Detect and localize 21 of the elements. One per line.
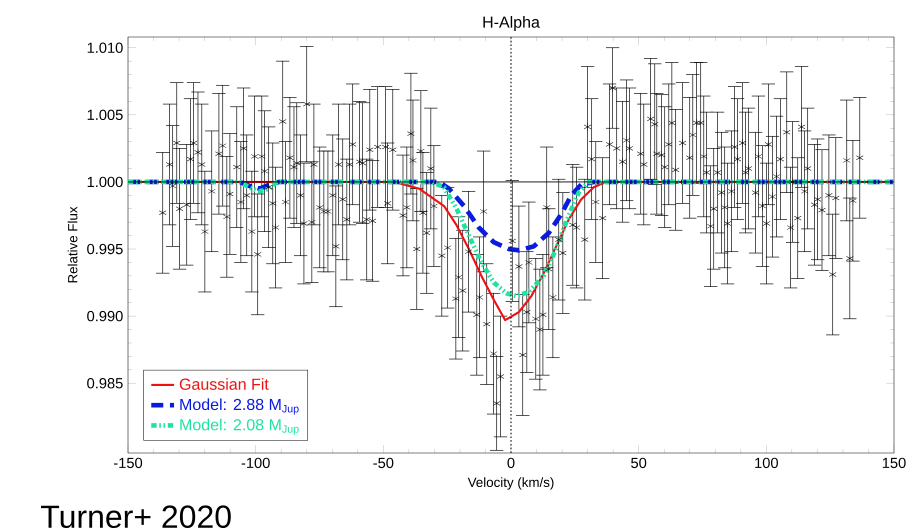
y-axis-title: Relative Flux (68, 206, 78, 282)
x-tick-label: -100 (242, 458, 270, 468)
x-tick-label: -150 (114, 458, 142, 468)
y-tick-label: 0.990 (87, 310, 123, 322)
x-tick-label: 0 (507, 458, 514, 468)
legend-label: Gaussian Fit (180, 378, 269, 390)
y-tick-label: 0.995 (87, 244, 123, 254)
y-tick-label: 1.005 (88, 110, 123, 120)
x-tick-label: 50 (631, 458, 646, 468)
y-tick-label: 1.010 (88, 42, 123, 53)
x-tick-label: 100 (755, 458, 778, 468)
x-tick-label: 150 (882, 458, 906, 468)
legend-label: Model: 2.08 M$_{Jup}$ (180, 418, 299, 435)
x-axis-title: Velocity (km/s) (468, 477, 554, 490)
legend-label: Model: 2.88 M$_{Jup}$ (180, 398, 299, 415)
x-tick-label: -50 (373, 458, 394, 468)
line-series (128, 180, 894, 298)
chart-title: H-Alpha (483, 16, 540, 31)
text: Turner+ 2020 (40, 505, 231, 528)
y-tick-label: 1.000 (88, 176, 123, 188)
y-tick-label: 0.985 (87, 378, 123, 388)
